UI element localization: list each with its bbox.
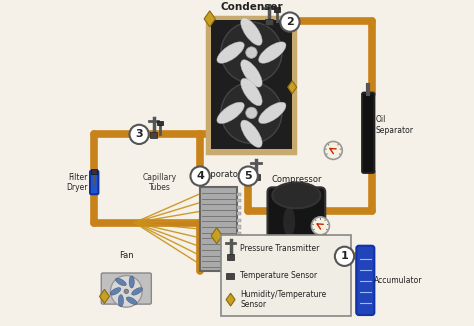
FancyBboxPatch shape bbox=[237, 219, 241, 222]
FancyBboxPatch shape bbox=[237, 193, 241, 196]
Circle shape bbox=[191, 167, 210, 186]
FancyBboxPatch shape bbox=[237, 232, 241, 235]
FancyBboxPatch shape bbox=[237, 238, 241, 242]
Ellipse shape bbox=[259, 42, 286, 63]
Ellipse shape bbox=[126, 297, 137, 304]
Text: Oil
Separator: Oil Separator bbox=[376, 115, 414, 135]
Text: Temperature Sensor: Temperature Sensor bbox=[240, 271, 317, 280]
Polygon shape bbox=[204, 11, 215, 27]
Circle shape bbox=[221, 82, 282, 143]
Text: Fan: Fan bbox=[119, 251, 134, 260]
FancyBboxPatch shape bbox=[356, 246, 374, 315]
Ellipse shape bbox=[241, 78, 262, 106]
FancyBboxPatch shape bbox=[90, 171, 99, 194]
FancyBboxPatch shape bbox=[91, 169, 98, 173]
FancyBboxPatch shape bbox=[267, 187, 325, 271]
Polygon shape bbox=[211, 228, 222, 244]
Text: Filter
Dryer: Filter Dryer bbox=[67, 173, 88, 192]
FancyBboxPatch shape bbox=[362, 93, 374, 173]
FancyBboxPatch shape bbox=[237, 265, 241, 268]
Text: Evaporator: Evaporator bbox=[195, 170, 242, 179]
FancyBboxPatch shape bbox=[252, 174, 260, 180]
FancyBboxPatch shape bbox=[200, 187, 237, 271]
FancyBboxPatch shape bbox=[150, 132, 157, 138]
Ellipse shape bbox=[272, 183, 320, 208]
Text: 2: 2 bbox=[286, 17, 294, 27]
Ellipse shape bbox=[283, 207, 295, 236]
FancyBboxPatch shape bbox=[237, 206, 241, 209]
Circle shape bbox=[110, 275, 142, 307]
Text: 1: 1 bbox=[341, 251, 348, 261]
Ellipse shape bbox=[241, 60, 262, 87]
Text: 3: 3 bbox=[135, 129, 143, 140]
Text: 4: 4 bbox=[196, 171, 204, 181]
FancyBboxPatch shape bbox=[157, 121, 163, 126]
FancyBboxPatch shape bbox=[237, 258, 241, 261]
Text: Compressor: Compressor bbox=[271, 175, 322, 184]
Ellipse shape bbox=[110, 288, 121, 295]
Text: Accumulator: Accumulator bbox=[374, 276, 423, 285]
FancyBboxPatch shape bbox=[237, 225, 241, 229]
Ellipse shape bbox=[241, 120, 262, 147]
FancyBboxPatch shape bbox=[227, 254, 235, 260]
FancyBboxPatch shape bbox=[237, 212, 241, 215]
Circle shape bbox=[238, 167, 258, 186]
FancyBboxPatch shape bbox=[237, 245, 241, 248]
Ellipse shape bbox=[118, 295, 124, 307]
Text: Capillary
Tubes: Capillary Tubes bbox=[143, 173, 177, 192]
FancyBboxPatch shape bbox=[274, 7, 280, 12]
Text: Condenser: Condenser bbox=[220, 2, 283, 12]
Text: Humidity/Temperature
Sensor: Humidity/Temperature Sensor bbox=[240, 290, 327, 309]
Text: 5: 5 bbox=[245, 171, 252, 181]
Circle shape bbox=[311, 217, 329, 235]
FancyBboxPatch shape bbox=[227, 273, 235, 279]
Polygon shape bbox=[100, 289, 109, 304]
Ellipse shape bbox=[259, 102, 286, 124]
FancyBboxPatch shape bbox=[211, 21, 292, 149]
FancyBboxPatch shape bbox=[237, 199, 241, 202]
Circle shape bbox=[335, 247, 354, 266]
Circle shape bbox=[124, 289, 128, 294]
Ellipse shape bbox=[116, 278, 126, 286]
Polygon shape bbox=[288, 81, 297, 94]
Polygon shape bbox=[226, 293, 235, 306]
FancyBboxPatch shape bbox=[101, 273, 151, 304]
Ellipse shape bbox=[217, 42, 244, 63]
Circle shape bbox=[221, 22, 282, 83]
Circle shape bbox=[324, 141, 342, 159]
Circle shape bbox=[280, 12, 300, 32]
FancyBboxPatch shape bbox=[237, 252, 241, 255]
Circle shape bbox=[129, 125, 149, 144]
Ellipse shape bbox=[129, 276, 134, 288]
Ellipse shape bbox=[217, 102, 244, 124]
Ellipse shape bbox=[241, 18, 262, 45]
FancyBboxPatch shape bbox=[208, 17, 295, 153]
Circle shape bbox=[246, 47, 257, 58]
Ellipse shape bbox=[132, 288, 143, 295]
FancyBboxPatch shape bbox=[221, 235, 351, 316]
Circle shape bbox=[246, 107, 257, 119]
FancyBboxPatch shape bbox=[265, 19, 273, 25]
Text: Pressure Transmitter: Pressure Transmitter bbox=[240, 244, 319, 253]
